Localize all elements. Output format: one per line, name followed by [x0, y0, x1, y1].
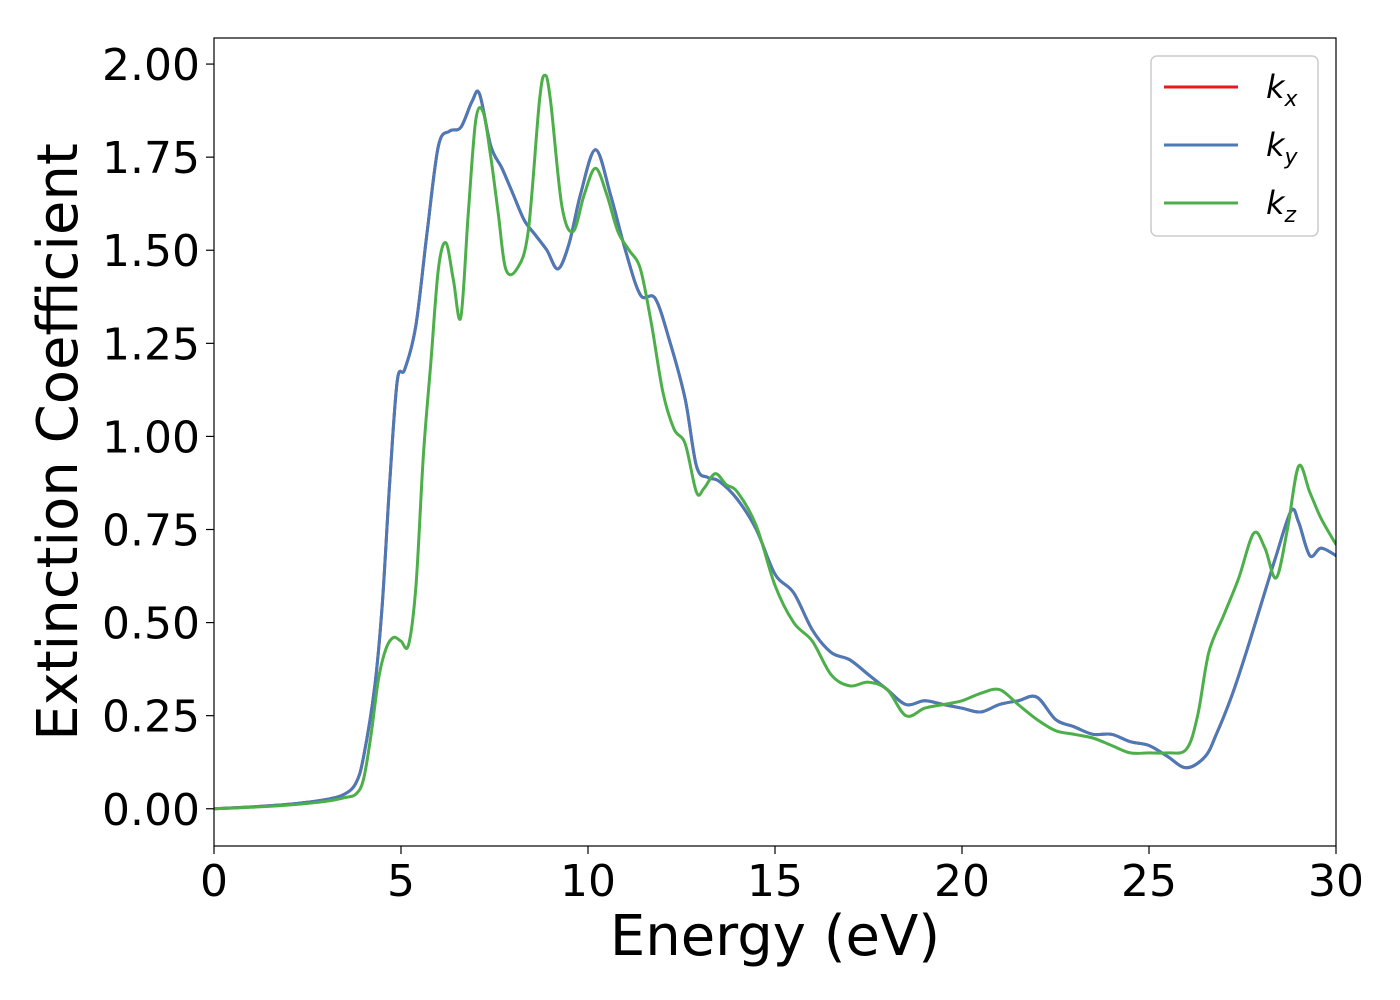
y-tick-label: 0.50 [102, 599, 200, 650]
legend-label-x: kx [1266, 68, 1299, 112]
x-axis-title: Energy (eV) [610, 904, 940, 969]
y-tick-label: 2.00 [102, 40, 200, 91]
y-tick-label: 0.25 [102, 692, 200, 743]
legend-label-z: kz [1266, 184, 1297, 228]
legend-label-subscript: z [1284, 203, 1297, 228]
x-tick-label: 25 [1121, 856, 1177, 907]
y-tick-label: 1.50 [102, 226, 200, 277]
legend-label-y: ky [1266, 126, 1299, 170]
legend-label-subscript: y [1284, 145, 1299, 170]
y-tick-label: 1.25 [102, 319, 200, 370]
legend-label-base: k [1266, 68, 1286, 106]
x-tick-label: 5 [387, 856, 415, 907]
plot-lines [214, 73, 1336, 811]
series-line-z [214, 73, 1336, 811]
x-tick-label: 15 [747, 856, 803, 907]
x-tick-label: 20 [934, 856, 990, 907]
y-tick-label: 0.00 [102, 785, 200, 836]
y-tick-label: 0.75 [102, 506, 200, 557]
legend-label-subscript: x [1284, 87, 1299, 112]
y-tick-label: 1.75 [102, 133, 200, 184]
y-axis: 0.00 0.25 0.50 0.75 1.00 1.25 1.50 1.75 2.00 [102, 40, 214, 836]
y-axis-title: Extinction Coefficient [26, 143, 91, 741]
x-tick-label: 0 [200, 856, 228, 907]
y-tick-label: 1.00 [102, 412, 200, 463]
legend-label-base: k [1266, 126, 1286, 164]
x-axis: 0 5 10 15 20 25 30 [200, 846, 1364, 907]
legend-label-base: k [1266, 184, 1286, 222]
x-tick-label: 30 [1308, 856, 1364, 907]
x-tick-label: 10 [560, 856, 616, 907]
